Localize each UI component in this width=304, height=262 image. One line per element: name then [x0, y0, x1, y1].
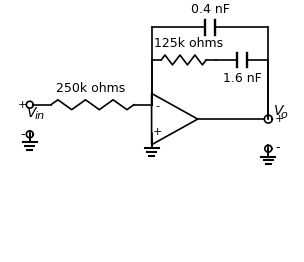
Text: V: V: [274, 104, 284, 118]
Text: 125k ohms: 125k ohms: [154, 37, 223, 50]
Text: -: -: [156, 101, 160, 111]
Text: o: o: [280, 110, 287, 120]
Text: 1.6 nF: 1.6 nF: [223, 72, 261, 85]
Text: 250k ohms: 250k ohms: [56, 82, 125, 95]
Text: +: +: [18, 100, 28, 110]
Text: -: -: [275, 141, 280, 154]
Text: V: V: [27, 106, 36, 120]
Text: in: in: [35, 111, 45, 121]
Text: +: +: [275, 114, 285, 124]
Text: 0.4 nF: 0.4 nF: [191, 3, 230, 15]
Text: +: +: [153, 127, 162, 137]
Text: -: -: [21, 128, 25, 141]
